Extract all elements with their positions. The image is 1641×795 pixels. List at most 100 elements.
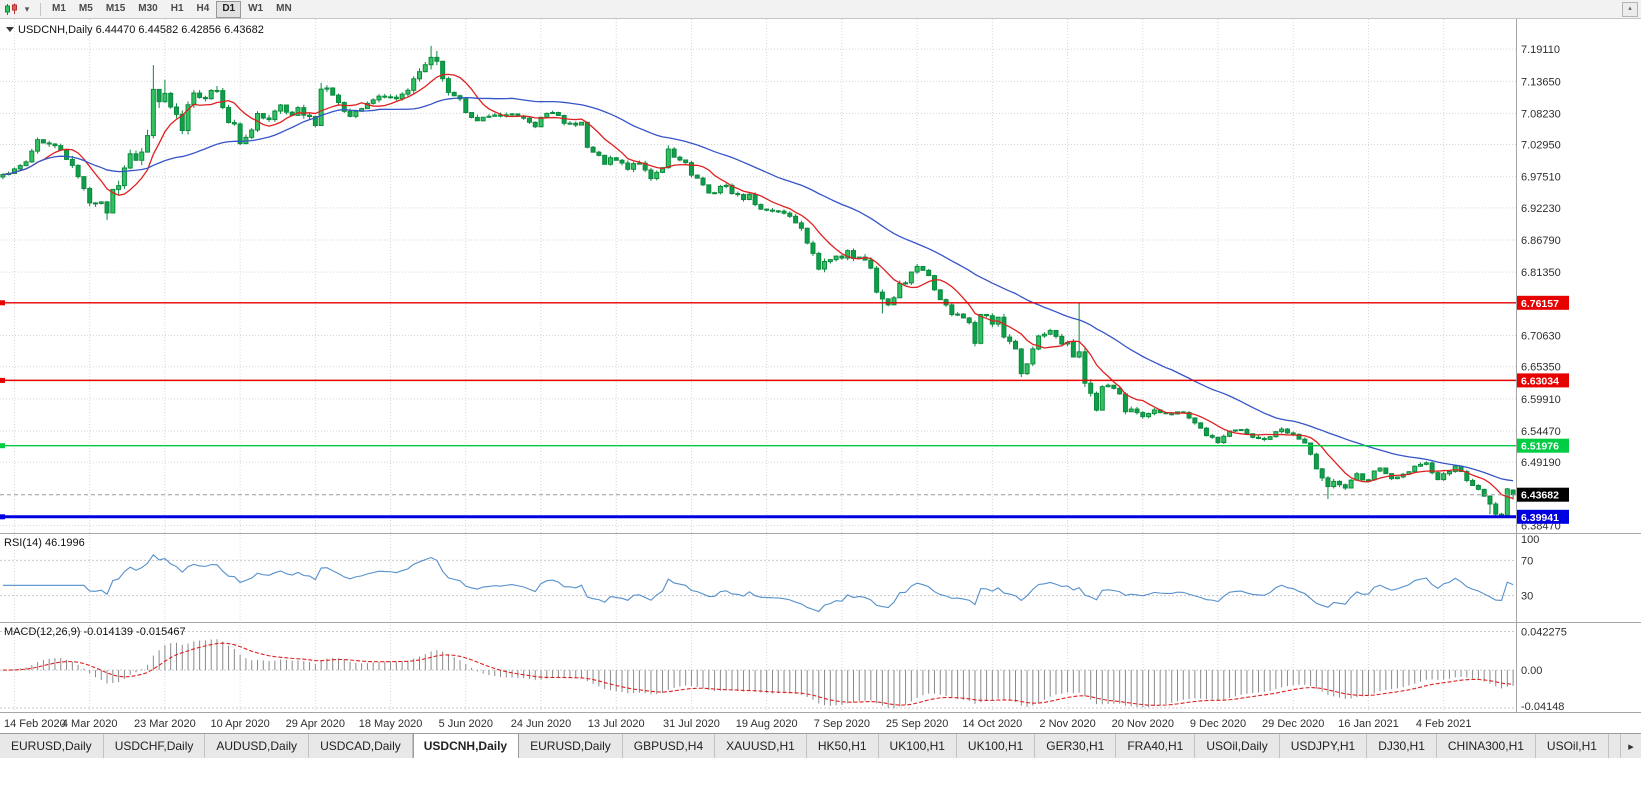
tab-USOil-Daily[interactable]: USOil,Daily — [1195, 734, 1280, 758]
tab-XAUUSD-H1[interactable]: XAUUSD,H1 — [715, 734, 807, 758]
tab-USDJPY-H1[interactable]: USDJPY,H1 — [1279, 734, 1368, 758]
tab-AUDUSD-Daily[interactable]: AUDUSD,Daily — [205, 734, 310, 758]
line-handle[interactable] — [0, 377, 5, 383]
rsi-line — [2, 553, 1514, 613]
svg-text:7.19110: 7.19110 — [1521, 44, 1560, 56]
svg-text:14 Feb 2020: 14 Feb 2020 — [4, 718, 66, 730]
svg-text:7.08230: 7.08230 — [1521, 108, 1561, 120]
tab-GER30-H1[interactable]: GER30,H1 — [1035, 734, 1117, 758]
svg-text:4 Mar 2020: 4 Mar 2020 — [62, 718, 118, 730]
ma-fast-line — [2, 73, 1514, 500]
svg-text:5 Jun 2020: 5 Jun 2020 — [439, 718, 493, 730]
svg-text:14 Oct 2020: 14 Oct 2020 — [962, 718, 1022, 730]
svg-text:2 Nov 2020: 2 Nov 2020 — [1039, 718, 1095, 730]
toolbar-corner-button[interactable]: ▴ — [1622, 2, 1638, 17]
current-price-tag: 6.43682 — [1517, 487, 1569, 502]
tab-scroll-right-button[interactable]: ▸ — [1620, 734, 1641, 758]
tab-CHINA300-H1[interactable]: CHINA300,H1 — [1436, 734, 1536, 758]
svg-text:6.43682: 6.43682 — [1521, 490, 1559, 502]
svg-text:13 Jul 2020: 13 Jul 2020 — [588, 718, 645, 730]
chart-canvas[interactable]: 7.19110 7.13650 7.08230 7.02950 6.97510 6.922… — [0, 19, 1641, 733]
timeframe-button-M15[interactable]: M15 — [105, 2, 126, 14]
toolbar: ▾ M1 M5 M15 M30 H1 H4 D1 W1 MN ▴ — [0, 0, 1641, 19]
tab-UK100-H1[interactable]: UK100,H1 — [878, 734, 957, 758]
line-handle[interactable] — [0, 300, 5, 306]
timeframe-button-H4[interactable]: H4 — [196, 2, 210, 14]
tab-EURUSD-Daily[interactable]: EURUSD,Daily — [0, 734, 104, 758]
timeframe-button-M1[interactable]: M1 — [52, 2, 66, 14]
svg-text:6.39941: 6.39941 — [1521, 512, 1559, 524]
chart-ohlc-header: USDCNH,Daily 6.44470 6.44582 6.42856 6.4… — [18, 24, 264, 36]
candlestick-chart-glyph — [5, 3, 17, 15]
tab-HK50-H1[interactable]: HK50,H1 — [806, 734, 879, 758]
svg-text:9 Dec 2020: 9 Dec 2020 — [1190, 718, 1246, 730]
svg-text:7.13650: 7.13650 — [1521, 76, 1561, 88]
svg-text:10 Apr 2020: 10 Apr 2020 — [210, 718, 269, 730]
line-handle[interactable] — [0, 514, 5, 520]
macd-signal-line — [2, 642, 1514, 706]
macd-histogram — [8, 639, 1514, 709]
timeframe-button-W1[interactable]: W1 — [248, 2, 264, 14]
ma-slow-line — [2, 96, 1514, 482]
candlestick-chart-icon[interactable] — [3, 2, 19, 17]
svg-text:6.54470: 6.54470 — [1521, 426, 1561, 438]
svg-text:25 Sep 2020: 25 Sep 2020 — [886, 718, 948, 730]
svg-text:20 Nov 2020: 20 Nov 2020 — [1112, 718, 1174, 730]
svg-text:30: 30 — [1521, 591, 1533, 603]
svg-text:6.51976: 6.51976 — [1521, 441, 1559, 453]
timeframe-button-M30[interactable]: M30 — [138, 2, 158, 14]
svg-text:0.042275: 0.042275 — [1521, 626, 1567, 638]
chart-tab-bar: EURUSD,Daily USDCHF,Daily AUDUSD,Daily USDC… — [0, 733, 1641, 758]
tab-USDCAD-Daily[interactable]: USDCAD,Daily — [309, 734, 413, 758]
panel-separators[interactable] — [0, 533, 1641, 713]
svg-text:16 Jan 2021: 16 Jan 2021 — [1338, 718, 1399, 730]
svg-text:0.00: 0.00 — [1521, 665, 1542, 677]
svg-text:19 Aug 2020: 19 Aug 2020 — [736, 718, 798, 730]
svg-text:6.59910: 6.59910 — [1521, 394, 1561, 406]
chart-dropdown-caret-icon[interactable]: ▾ — [24, 3, 30, 14]
tab-DJ30-H1[interactable]: DJ30,H1 — [1367, 734, 1437, 758]
macd-axis-labels: 0.042275 0.00 -0.04148 — [1521, 626, 1567, 713]
horizontal-line-objects — [0, 300, 1516, 520]
svg-text:29 Dec 2020: 29 Dec 2020 — [1262, 718, 1324, 730]
macd-label: MACD(12,26,9) -0.014139 -0.015467 — [4, 626, 186, 638]
status-bar-empty — [0, 758, 1641, 795]
price-axis-labels: 7.19110 7.13650 7.08230 7.02950 6.97510 6.922… — [1521, 44, 1561, 532]
tab-USDCNH-Daily[interactable]: USDCNH,Daily — [412, 734, 520, 758]
tab-USOil-H1[interactable]: USOil,H1 — [1535, 734, 1609, 758]
svg-text:70: 70 — [1521, 555, 1533, 567]
timeframe-button-M5[interactable]: M5 — [78, 2, 93, 14]
timeframe-buttons: M1 M5 M15 M30 H1 H4 D1 W1 MN — [46, 0, 298, 18]
tab-FRA40-H1[interactable]: FRA40,H1 — [1116, 734, 1196, 758]
chart-tabs: EURUSD,Daily USDCHF,Daily AUDUSD,Daily USDC… — [0, 734, 1641, 758]
timeframe-button-H1[interactable]: H1 — [170, 2, 184, 14]
line-handle[interactable] — [0, 443, 5, 449]
timeframe-button-D1[interactable]: D1 — [216, 0, 242, 18]
svg-text:6.49190: 6.49190 — [1521, 457, 1561, 469]
tab-EURUSD-Daily[interactable]: EURUSD,Daily — [519, 734, 623, 758]
tab-USDCHF-Daily[interactable]: USDCHF,Daily — [103, 734, 206, 758]
svg-text:6.86790: 6.86790 — [1521, 235, 1561, 247]
horizontal-gridlines — [0, 48, 1516, 709]
svg-text:18 May 2020: 18 May 2020 — [359, 718, 423, 730]
symbol-dropdown-marker-icon[interactable] — [6, 27, 14, 32]
toolbar-separator — [40, 2, 41, 16]
svg-text:29 Apr 2020: 29 Apr 2020 — [286, 718, 345, 730]
svg-text:6.70630: 6.70630 — [1521, 331, 1561, 343]
svg-text:31 Jul 2020: 31 Jul 2020 — [663, 718, 720, 730]
rsi-label: RSI(14) 46.1996 — [4, 537, 85, 549]
svg-text:7.02950: 7.02950 — [1521, 140, 1561, 152]
svg-text:7 Sep 2020: 7 Sep 2020 — [814, 718, 870, 730]
svg-text:6.65350: 6.65350 — [1521, 362, 1561, 374]
rsi-axis-labels: 100 70 30 — [1521, 534, 1539, 603]
tab-GBPUSD-H4[interactable]: GBPUSD,H4 — [622, 734, 716, 758]
svg-text:6.97510: 6.97510 — [1521, 172, 1561, 184]
hline-price-tag: 6.63034 — [1517, 373, 1569, 388]
svg-text:6.63034: 6.63034 — [1521, 375, 1559, 387]
hline-price-tag: 6.76157 — [1517, 295, 1569, 310]
svg-text:23 Mar 2020: 23 Mar 2020 — [134, 718, 196, 730]
timeframe-button-MN[interactable]: MN — [276, 2, 292, 14]
tab-UK100-H1[interactable]: UK100,H1 — [956, 734, 1036, 758]
svg-text:-0.04148: -0.04148 — [1521, 701, 1564, 713]
svg-text:100: 100 — [1521, 534, 1539, 546]
